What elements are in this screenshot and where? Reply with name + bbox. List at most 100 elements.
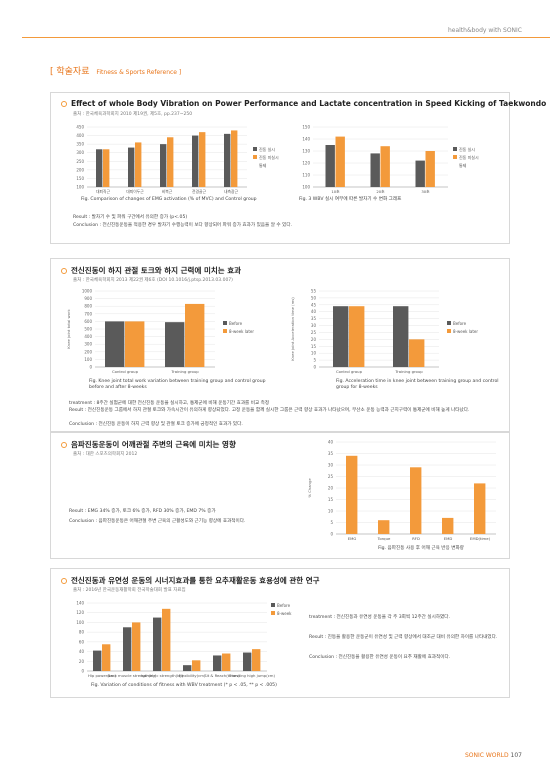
y-tick-label: 100: [76, 620, 84, 625]
bar: [165, 322, 185, 367]
y-tick-label: 10: [311, 351, 317, 356]
x-tick-label: Control group: [336, 369, 363, 374]
y-tick-label: 200: [84, 349, 92, 354]
legend-label: 진동 실시: [459, 146, 475, 152]
study-2-conclusion: Conclusion : 전신진동 운동이 하지 근력 향상 및 관절 토크 증…: [69, 422, 243, 427]
y-tick-label: 35: [311, 316, 317, 321]
chart-fitness-variation: 0 20 40 60 80 100 120 140 Hip power(cm)Back musc…: [76, 601, 292, 679]
y-tick-label: 140: [76, 601, 84, 606]
legend-label: 8-week: [277, 611, 292, 616]
y-axis-label: % Change: [307, 478, 312, 498]
study-1-conclusion: Conclusion : 전신진동운동을 적용한 경우 발차기 수행능력이 보다…: [73, 223, 292, 228]
bar: [349, 306, 365, 367]
y-tick-label: 400: [84, 334, 92, 339]
bar: [325, 145, 335, 187]
y-tick-label: 35: [328, 451, 334, 456]
bar: [183, 665, 192, 671]
study-1-title: Effect of whole Body Vibration on Power …: [61, 99, 546, 108]
bar: [393, 306, 409, 367]
legend-label: 진동 실시: [259, 146, 275, 152]
bullet-icon: [61, 578, 67, 584]
page-number: 107: [510, 752, 522, 759]
y-tick-label: 20: [79, 659, 85, 664]
y-tick-label: 0: [330, 532, 333, 537]
y-tick-label: 450: [76, 125, 84, 130]
y-tick-label: 0: [313, 365, 316, 370]
y-tick-label: 25: [311, 330, 317, 335]
study-2-result: Result : 전신진동운동 그룹에서 하지 관절 토크와 가속시간이 유의하…: [69, 408, 470, 413]
y-tick-label: 100: [302, 185, 310, 190]
y-tick-label: 5: [330, 520, 333, 525]
study-4-conclusion: Conclusion : 전신진동을 활용한 유연성 운동이 요추 재활에 효과…: [309, 655, 451, 660]
y-tick-label: 30: [328, 463, 334, 468]
x-tick-label: 10초: [331, 189, 340, 194]
legend-swatch: [447, 329, 451, 333]
x-tick-label: Hip power(cm): [88, 673, 117, 678]
x-tick-label: Control group: [112, 369, 139, 374]
legend-label: 8-week later: [453, 329, 478, 334]
y-tick-label: 110: [302, 173, 310, 178]
x-tick-label: Flexibility(cm): [179, 673, 206, 678]
bullet-icon: [61, 101, 67, 107]
legend-swatch: [253, 155, 257, 159]
y-axis-label: Knee joint total work: [66, 309, 71, 349]
study-4-source: 출처 : 2016년 한국운동재활학회 전국학술대회 발표 자료집: [73, 588, 186, 593]
y-tick-label: 500: [84, 327, 92, 332]
study-2-caption-b: Fig. Acceleration time in knee joint bet…: [336, 379, 499, 391]
study-1-caption-b: Fig. 3 WBV 실시 여부에 따른 발차기 수 변화 그래프: [299, 197, 402, 202]
bar: [410, 467, 422, 534]
x-tick-label: Training group: [394, 369, 423, 374]
y-tick-label: 200: [76, 167, 84, 172]
y-tick-label: 5: [313, 358, 316, 363]
bar: [102, 644, 111, 671]
study-4-caption: Fig. Variation of conditions of fitness …: [91, 683, 277, 688]
y-tick-label: 800: [84, 304, 92, 309]
bar: [415, 160, 425, 187]
y-tick-label: 60: [79, 639, 85, 644]
x-tick-label: 20초: [376, 189, 385, 194]
y-tick-label: 150: [76, 176, 84, 181]
y-tick-label: 140: [302, 137, 310, 142]
bar: [224, 133, 231, 187]
bar: [333, 306, 349, 367]
study-4-title-text: 전신진동과 유연성 운동의 시너지효과를 통한 요추재활운동 효용성에 관한 연…: [71, 576, 320, 585]
y-tick-label: 400: [76, 133, 84, 138]
y-tick-label: 250: [76, 159, 84, 164]
legend-label: 통제: [459, 162, 467, 168]
y-tick-label: 350: [76, 142, 84, 147]
bar: [160, 144, 167, 187]
y-tick-label: 15: [311, 344, 317, 349]
y-tick-label: 0: [81, 669, 84, 674]
y-tick-label: 120: [302, 161, 310, 166]
y-tick-label: 80: [79, 630, 85, 635]
y-tick-label: 10: [328, 509, 334, 514]
x-tick-label: Sit & Reach(times): [204, 673, 240, 678]
study-card-4: 전신진동과 유연성 운동의 시너지효과를 통한 요추재활운동 효용성에 관한 연…: [50, 568, 510, 698]
study-2-treatment: treatment : 8주간 실험군에 대한 전신진동 운동을 실시하고, 통…: [69, 401, 270, 406]
bar: [409, 339, 425, 367]
x-tick-label: 전경골근: [192, 189, 206, 194]
y-tick-label: 120: [76, 610, 84, 615]
study-4-title: 전신진동과 유연성 운동의 시너지효과를 통한 요추재활운동 효용성에 관한 연…: [61, 575, 320, 586]
x-tick-label: RFD: [412, 536, 420, 541]
y-tick-label: 100: [84, 357, 92, 362]
legend-label: 통제: [259, 162, 267, 168]
y-tick-label: 600: [84, 319, 92, 324]
y-tick-label: 300: [76, 150, 84, 155]
y-tick-label: 0: [89, 365, 92, 370]
study-3-title-text: 음파진동운동이 어깨관절 주변의 근육에 미치는 영향: [71, 440, 236, 449]
y-tick-label: 300: [84, 342, 92, 347]
bullet-icon: [61, 442, 67, 448]
y-tick-label: 15: [328, 497, 334, 502]
legend-label: 진동 미실시: [459, 154, 479, 160]
section-subtitle: Fitness & Sports Reference ]: [96, 69, 182, 76]
section-title: [ 학술자료 Fitness & Sports Reference ]: [50, 64, 181, 77]
bar: [231, 130, 238, 187]
bar: [213, 655, 222, 671]
chart-knee-total-work: 0 100 200 300 400 500 600 700 800 900 1000 Control …: [66, 289, 254, 375]
study-3-conclusion: Conclusion : 음파진동운동은 어깨관절 주변 근육의 근활성도와 근…: [69, 519, 246, 524]
bar: [125, 321, 145, 367]
bar: [222, 653, 231, 671]
legend-swatch: [271, 603, 275, 607]
